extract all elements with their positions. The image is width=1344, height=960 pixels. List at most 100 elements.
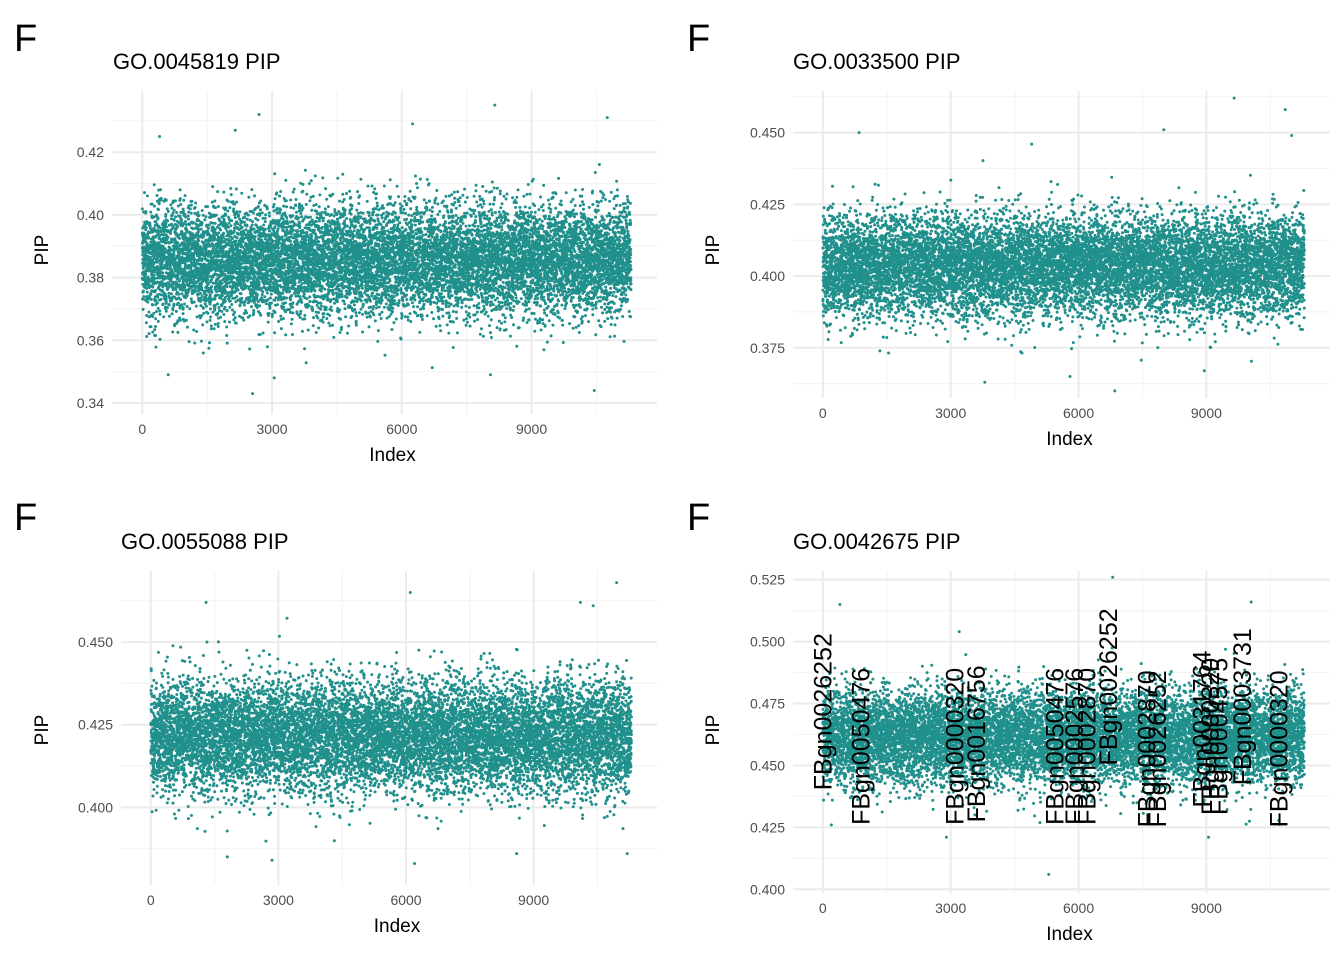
data-point [245, 311, 248, 314]
data-point [153, 183, 156, 186]
data-point [142, 290, 145, 293]
data-point [151, 315, 154, 318]
data-point [158, 309, 161, 312]
data-point [183, 303, 186, 306]
data-point [171, 308, 174, 311]
data-point [319, 302, 322, 305]
data-point [217, 231, 220, 234]
data-point [232, 208, 235, 211]
y-tick-label: 0.36 [77, 332, 104, 348]
data-point [208, 341, 211, 344]
data-point [151, 303, 154, 306]
data-point [291, 333, 294, 336]
data-point [228, 306, 231, 309]
data-point [153, 328, 156, 331]
data-point [303, 317, 306, 320]
data-point [310, 179, 313, 182]
data-point [303, 231, 306, 234]
data-point [325, 306, 328, 309]
data-point [323, 250, 326, 253]
data-point [165, 302, 168, 305]
data-point [295, 211, 298, 214]
data-point [189, 278, 192, 281]
y-tick-label: 0.34 [77, 395, 104, 411]
data-point [175, 310, 178, 313]
data-point [205, 294, 208, 297]
data-point [175, 211, 178, 214]
data-point [234, 316, 237, 319]
data-point [252, 311, 255, 314]
data-point [167, 236, 170, 239]
data-point [165, 225, 168, 228]
data-point [316, 304, 319, 307]
data-point [176, 331, 179, 334]
data-point [292, 207, 295, 210]
data-point [168, 315, 171, 318]
data-point [291, 318, 294, 321]
data-point [215, 290, 218, 293]
data-point [325, 198, 328, 201]
data-point [266, 207, 269, 210]
data-point [206, 276, 209, 279]
data-point [315, 237, 318, 240]
data-point [336, 234, 339, 237]
data-point [227, 226, 230, 229]
data-point [286, 219, 289, 222]
data-point [301, 270, 304, 273]
data-point [213, 309, 216, 312]
data-point [149, 211, 152, 214]
data-point [185, 223, 188, 226]
data-point [289, 240, 292, 243]
data-point [172, 226, 175, 229]
data-point [327, 280, 330, 283]
data-point [228, 296, 231, 299]
data-point [250, 305, 253, 308]
data-point [258, 214, 261, 217]
data-points [141, 104, 633, 396]
data-point [261, 293, 264, 296]
data-point [144, 210, 147, 213]
data-point [182, 222, 185, 225]
data-point [266, 291, 269, 294]
data-point [301, 183, 304, 186]
data-point [332, 289, 335, 292]
data-point [240, 192, 243, 195]
data-point [199, 297, 202, 300]
data-point [172, 254, 175, 257]
data-point [142, 308, 145, 311]
data-point [315, 203, 318, 206]
data-point [196, 211, 199, 214]
data-point [179, 203, 182, 206]
data-point [188, 307, 191, 310]
data-point [180, 218, 183, 221]
data-point [252, 227, 255, 230]
data-point [153, 277, 156, 280]
data-point [294, 282, 297, 285]
data-point [271, 313, 274, 316]
data-point [278, 195, 281, 198]
data-point [291, 311, 294, 314]
data-point [311, 309, 314, 312]
data-point [210, 278, 213, 281]
data-point [170, 299, 173, 302]
data-point [174, 199, 177, 202]
data-point [285, 199, 288, 202]
data-point [190, 297, 193, 300]
data-point [288, 308, 291, 311]
data-point [330, 213, 333, 216]
data-point [209, 295, 212, 298]
data-point [330, 309, 333, 312]
data-point [300, 298, 303, 301]
data-point [164, 213, 167, 216]
data-point [267, 321, 270, 324]
data-point [256, 219, 259, 222]
data-point [176, 225, 179, 228]
data-point [217, 325, 220, 328]
data-point [336, 177, 339, 180]
data-point [263, 295, 266, 298]
data-point [165, 199, 168, 202]
data-point [222, 313, 225, 316]
y-tick-label: 0.40 [77, 207, 104, 223]
data-point [280, 327, 283, 330]
data-point [169, 232, 172, 235]
